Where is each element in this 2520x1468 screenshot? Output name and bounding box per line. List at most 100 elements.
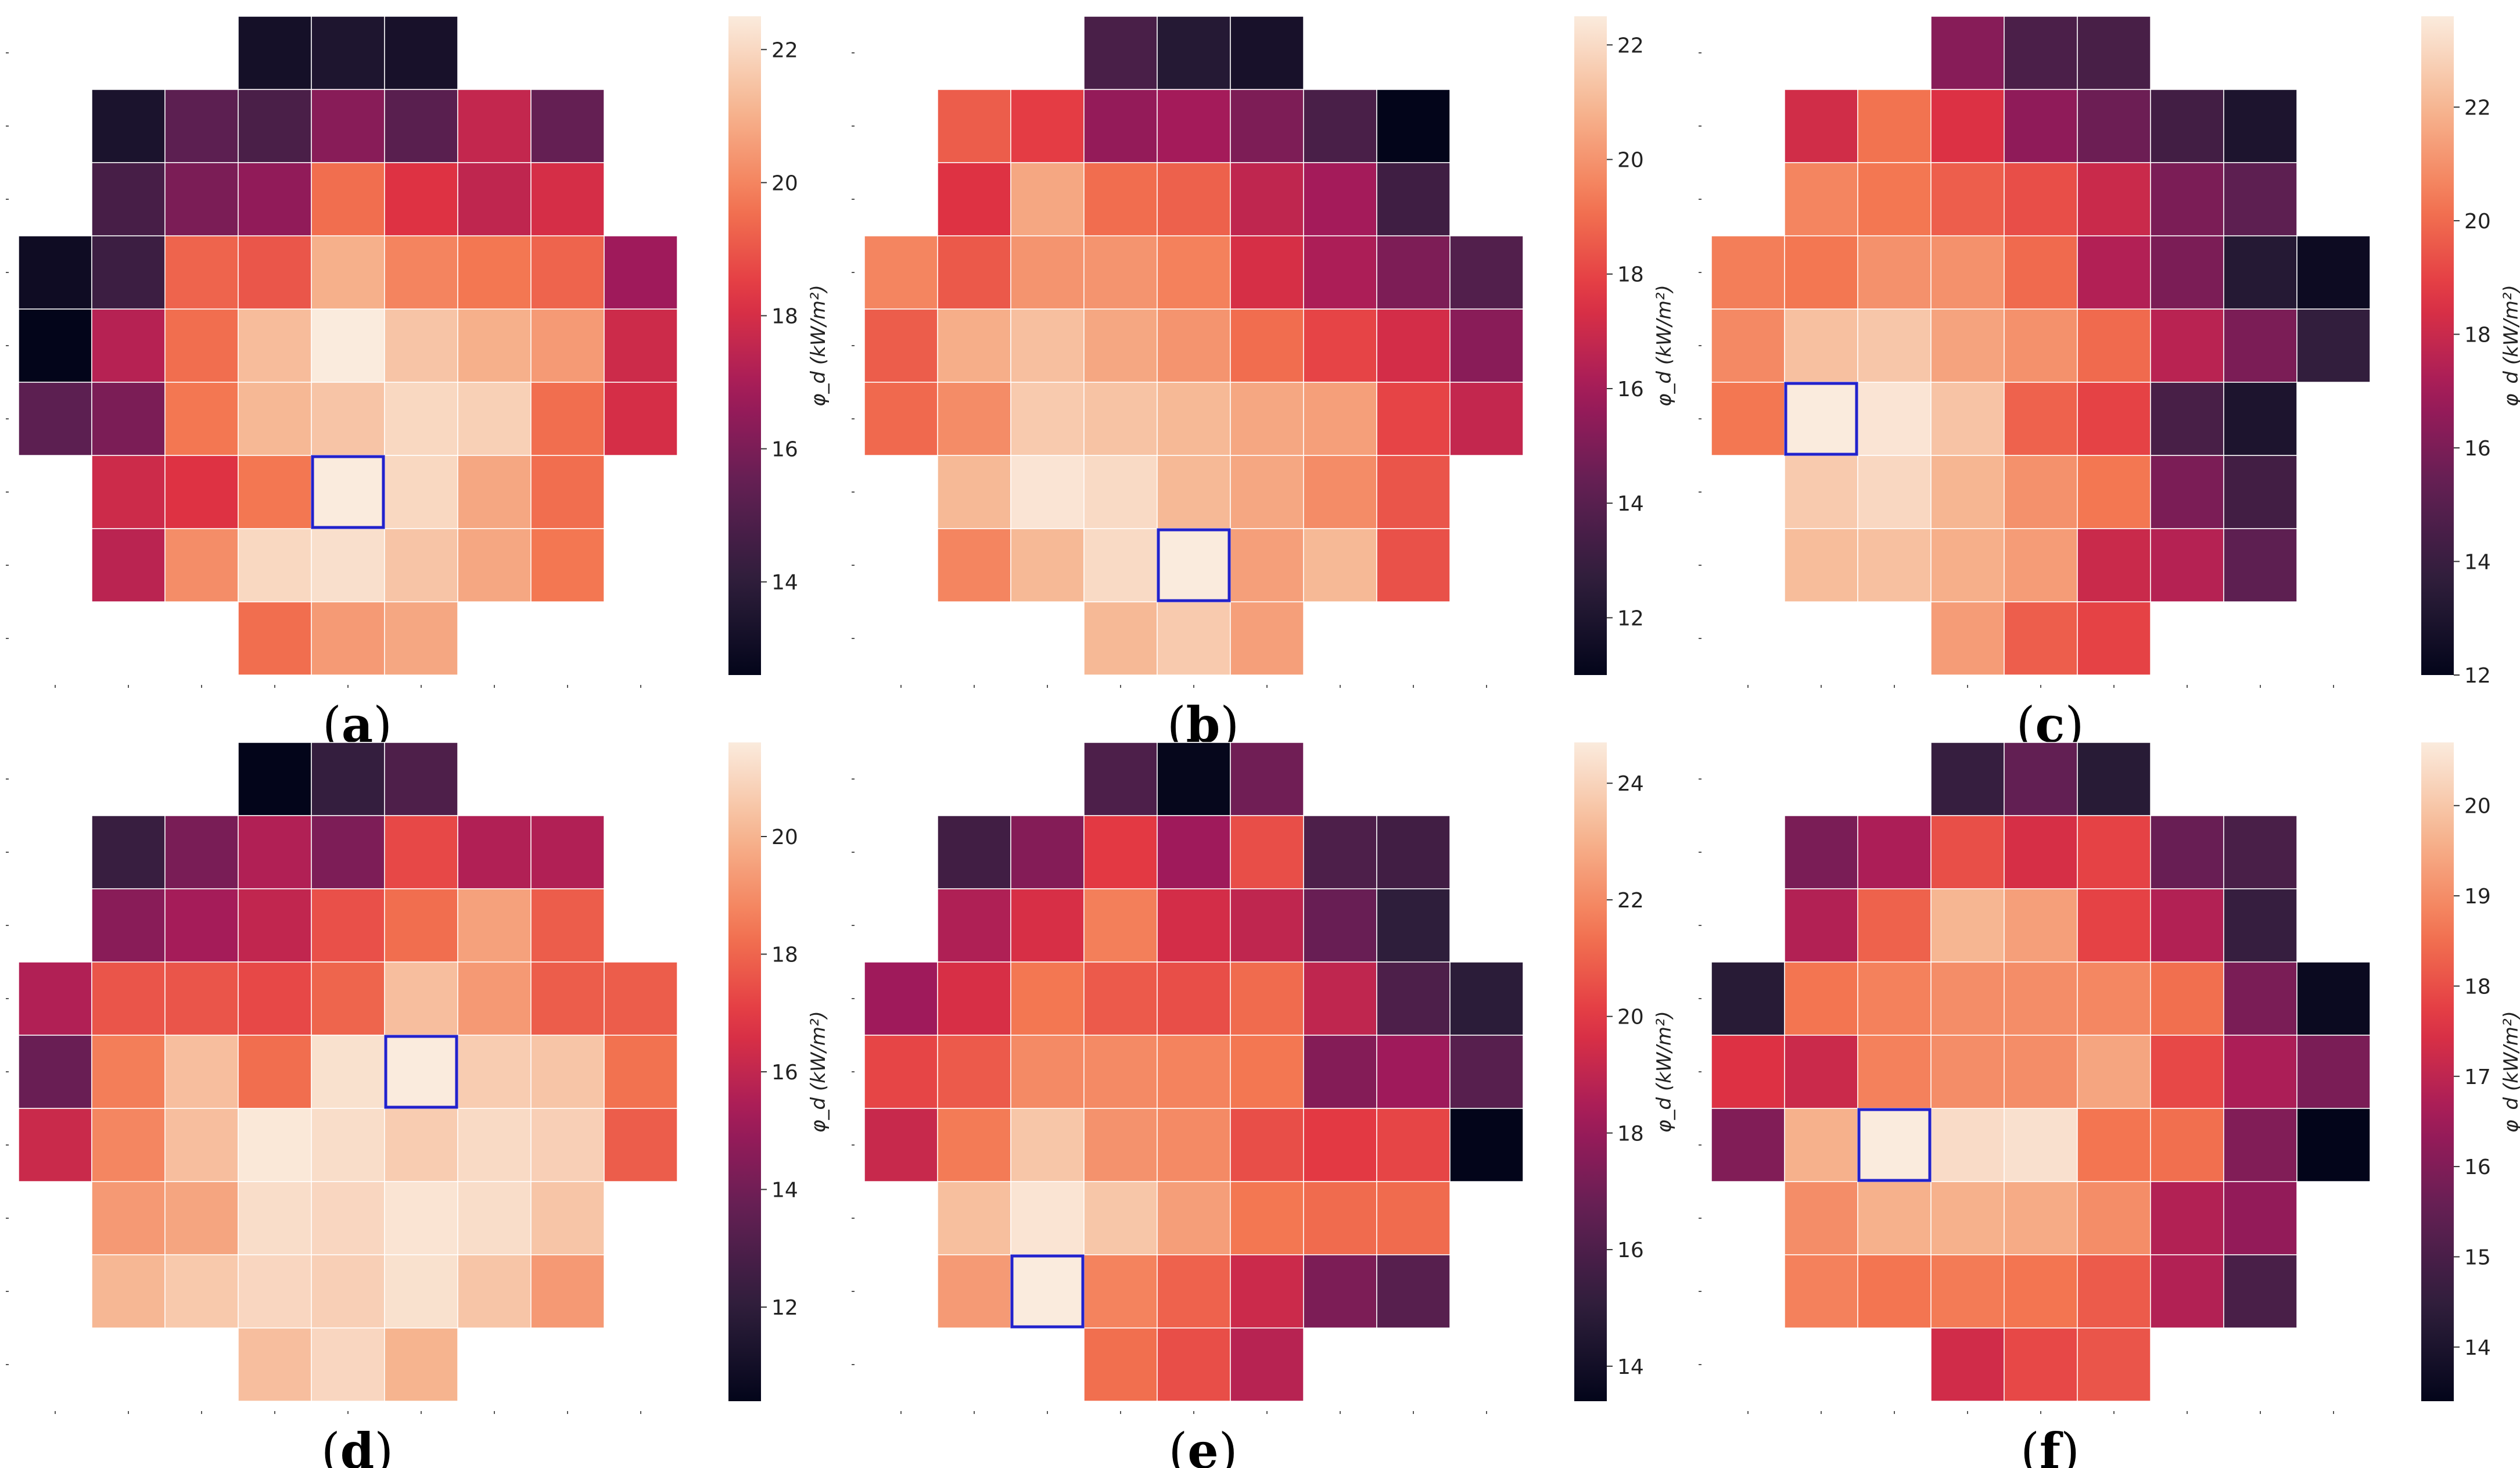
heatmap-cell	[457, 235, 532, 310]
heatmap-cell	[2223, 382, 2298, 456]
heatmap-cell	[1711, 961, 1785, 1036]
colorbar-tick-label: 16	[1617, 378, 1644, 401]
heatmap-cell	[91, 528, 166, 602]
heatmap-cell	[1784, 815, 1858, 889]
heatmap-cell	[1711, 1035, 1785, 1109]
heatmap-cell	[384, 1181, 458, 1255]
colorbar-title: φ_d (kW/m²)	[1653, 285, 1676, 407]
heatmap-cell	[1930, 888, 2005, 963]
heatmap-cell	[604, 308, 678, 383]
heatmap-cell	[238, 308, 312, 383]
heatmap-cell	[2150, 961, 2224, 1036]
heatmap-cell	[1083, 235, 1158, 310]
heatmap-cell	[1930, 16, 2005, 90]
heatmap-cell	[1230, 528, 1304, 602]
heatmap-cell	[384, 16, 458, 90]
heatmap-cell	[384, 1327, 458, 1402]
heatmap-cell	[1230, 742, 1304, 816]
heatmap-cell	[1010, 961, 1085, 1036]
heatmap-cell	[1010, 162, 1085, 236]
heatmap-cell	[91, 1181, 166, 1255]
heatmap-cell	[1857, 1108, 1932, 1182]
heatmap-cell	[91, 308, 166, 383]
heatmap-cell	[1857, 308, 1932, 383]
heatmap-cell	[238, 1108, 312, 1182]
colorbar-title: φ_d (kW/m²)	[807, 1011, 830, 1133]
heatmap-cell	[311, 888, 385, 963]
heatmap-cell	[1376, 1108, 1451, 1182]
colorbar-tick-label: 18	[2464, 975, 2491, 999]
heatmap-cell	[238, 742, 312, 816]
heatmap-cell	[530, 162, 605, 236]
heatmap-cell	[1376, 162, 1451, 236]
heatmap-cell	[1230, 1108, 1304, 1182]
heatmap-cell	[2150, 815, 2224, 889]
highlight-box	[1157, 528, 1231, 602]
heatmap-cell	[1083, 961, 1158, 1036]
colorbar-title: φ_d (kW/m²)	[1653, 1011, 1676, 1133]
colorbar	[2421, 16, 2454, 675]
heatmap-cell	[164, 89, 239, 163]
heatmap-cell	[1303, 1254, 1377, 1329]
heatmap-cell	[311, 235, 385, 310]
heatmap-cell	[2004, 1254, 2078, 1329]
highlight-box	[1784, 382, 1858, 456]
colorbar	[1574, 16, 1607, 675]
heatmap-cell	[2077, 1181, 2151, 1255]
heatmap-cell	[1083, 382, 1158, 456]
heatmap-cell	[457, 528, 532, 602]
heatmap-cell	[530, 1108, 605, 1182]
heatmap-cell	[91, 1035, 166, 1109]
heatmap-cell	[1230, 961, 1304, 1036]
heatmap-cell	[1376, 1035, 1451, 1109]
heatmap-cell	[91, 162, 166, 236]
heatmap-cell	[2077, 16, 2151, 90]
heatmap-cell	[164, 528, 239, 602]
heatmap-cell	[311, 1254, 385, 1329]
heatmap-cell	[2223, 1254, 2298, 1329]
heatmap-cell	[937, 1254, 1011, 1329]
colorbar-tick-label: 24	[1617, 772, 1644, 796]
heatmap-cell	[1083, 601, 1158, 676]
colorbar-tick-label: 14	[771, 571, 798, 595]
heatmap-cell	[1303, 455, 1377, 529]
heatmap-cell	[311, 16, 385, 90]
panel-e: 14 16 18 20 22 24 φ_d (kW/m²) (e)	[852, 742, 1676, 1468]
heatmap-cell	[937, 308, 1011, 383]
colorbar-tick-label: 22	[2464, 96, 2491, 120]
heatmap-cell	[384, 815, 458, 889]
heatmap-cell	[311, 528, 385, 602]
heatmap-cell	[864, 1035, 938, 1109]
heatmap-cell	[1857, 235, 1932, 310]
colorbar-tick-label: 12	[771, 1296, 798, 1320]
heatmap-cell	[530, 888, 605, 963]
colorbar-tick-label: 20	[771, 825, 798, 849]
colorbar-tick-label: 18	[1617, 1122, 1644, 1146]
colorbar-title: φ_d (kW/m²)	[2500, 1011, 2520, 1133]
heatmap-cell	[1083, 455, 1158, 529]
heatmap-cell	[384, 888, 458, 963]
heatmap-cell	[384, 961, 458, 1036]
heatmap-cell	[164, 1181, 239, 1255]
heatmap-cell	[164, 1108, 239, 1182]
heatmap-cell	[311, 162, 385, 236]
heatmap-cell	[1157, 961, 1231, 1036]
heatmap-cell	[530, 1254, 605, 1329]
heatmap-cell	[2150, 382, 2224, 456]
heatmap-cell	[384, 1108, 458, 1182]
heatmap-cell	[1930, 235, 2005, 310]
heatmap-cell	[384, 601, 458, 676]
heatmap-cell	[1083, 1181, 1158, 1255]
heatmap-cell	[1376, 961, 1451, 1036]
heatmap-cell	[384, 1035, 458, 1109]
heatmap-cell	[2150, 528, 2224, 602]
heatmap-cell	[2223, 162, 2298, 236]
heatmap-cell	[384, 382, 458, 456]
heatmap-cell	[1857, 815, 1932, 889]
heatmap-cell	[864, 308, 938, 383]
heatmap-cell	[311, 1327, 385, 1402]
heatmap-cell	[1449, 961, 1524, 1036]
heatmap-cell	[1303, 235, 1377, 310]
heatmap-cell	[2223, 1108, 2298, 1182]
heatmap-cell	[91, 1254, 166, 1329]
